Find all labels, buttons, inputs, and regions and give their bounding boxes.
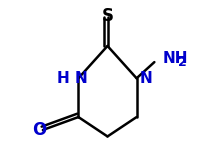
Text: S: S — [101, 7, 114, 25]
Text: NH: NH — [163, 51, 188, 66]
Text: N: N — [140, 71, 153, 86]
Text: O: O — [32, 121, 47, 139]
Text: 2: 2 — [178, 56, 187, 69]
Text: H N: H N — [57, 71, 87, 86]
